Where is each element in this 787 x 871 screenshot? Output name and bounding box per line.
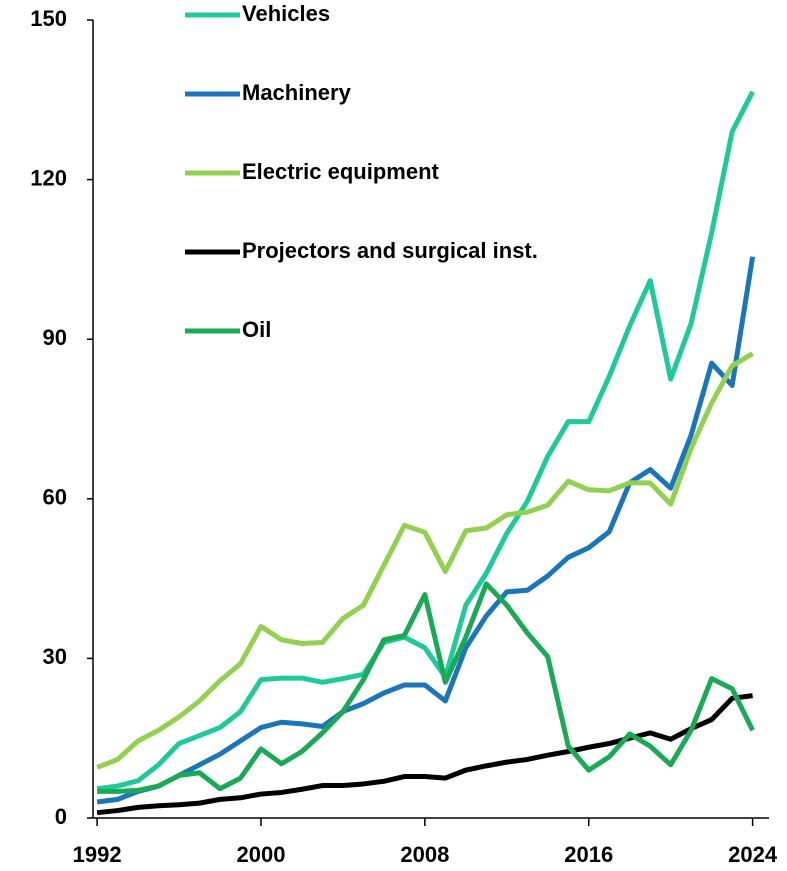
y-tick-label: 90 — [43, 325, 67, 350]
series-line — [96, 693, 753, 816]
x-tick-label: 1992 — [73, 842, 122, 867]
series-line — [96, 90, 755, 792]
legend-label: Oil — [242, 317, 271, 342]
series-line — [96, 351, 754, 770]
legend-label: Projectors and surgical inst. — [242, 238, 538, 263]
legend-label: Vehicles — [242, 1, 330, 26]
x-tick-label: 2000 — [236, 842, 285, 867]
series-line — [97, 581, 755, 794]
legend-label: Electric equipment — [242, 159, 440, 184]
x-tick-label: 2016 — [564, 842, 613, 867]
y-tick-label: 60 — [43, 485, 67, 510]
x-tick-label: 2024 — [728, 842, 778, 867]
y-tick-label: 120 — [30, 165, 67, 190]
y-tick-label: 150 — [30, 6, 67, 31]
y-tick-label: 0 — [55, 804, 67, 829]
series-line — [96, 256, 756, 805]
y-tick-label: 30 — [43, 644, 67, 669]
legend-label: Machinery — [242, 80, 352, 105]
x-tick-label: 2008 — [400, 842, 449, 867]
